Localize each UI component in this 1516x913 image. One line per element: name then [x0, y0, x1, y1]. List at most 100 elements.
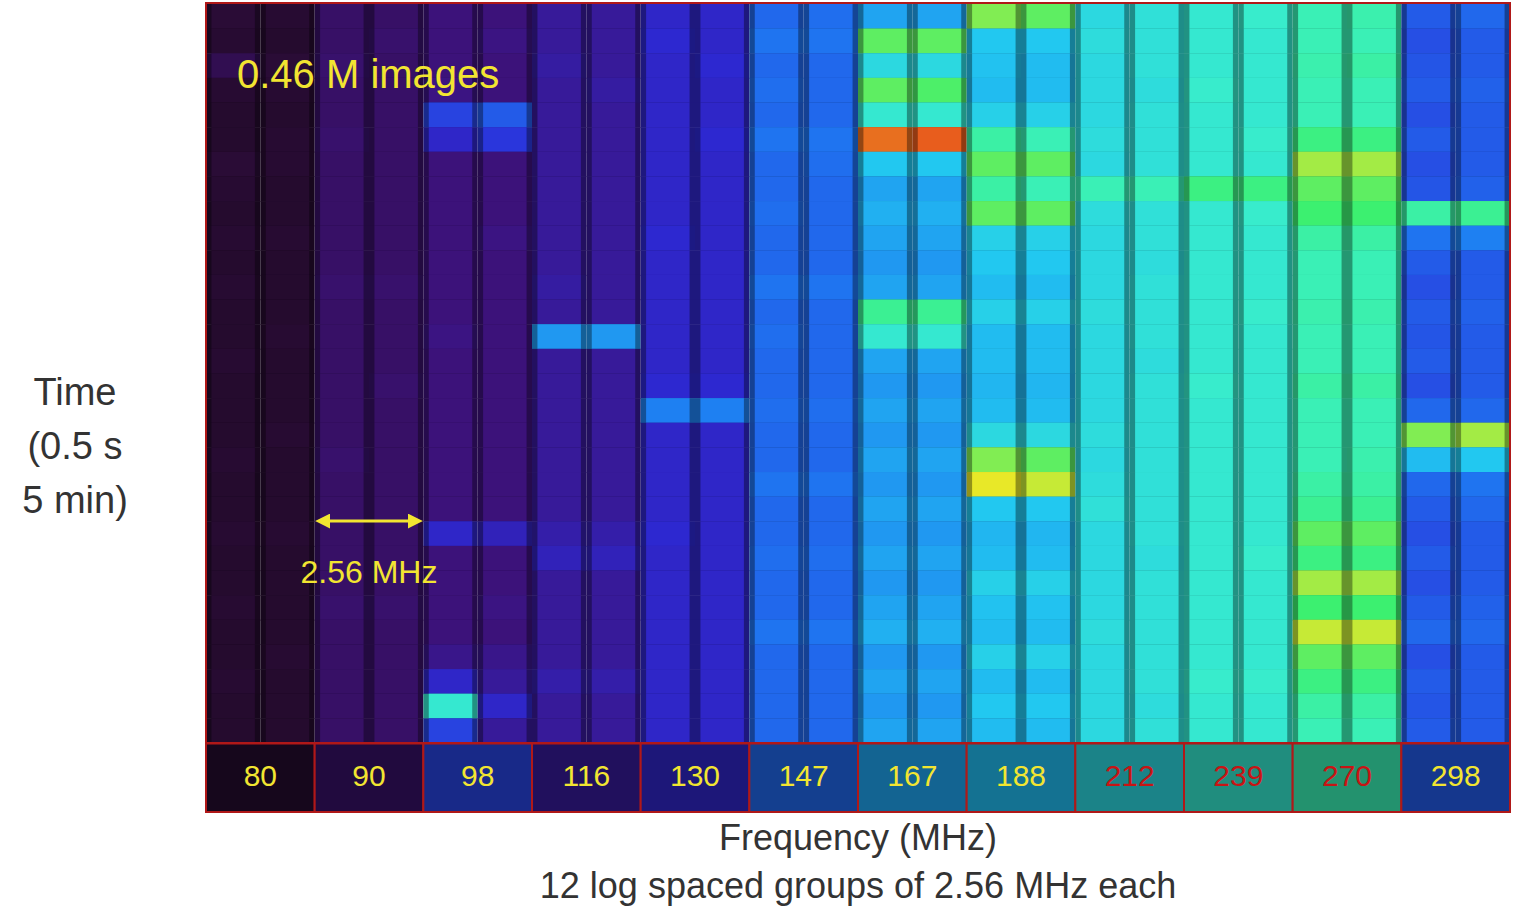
cell-edge	[369, 201, 423, 226]
cell	[646, 176, 689, 201]
cell-edge	[1347, 226, 1401, 251]
cell-edge	[1075, 250, 1129, 275]
cell	[592, 103, 635, 128]
cell-edge	[967, 127, 1021, 152]
cell-edge	[912, 29, 966, 54]
cell	[320, 250, 363, 275]
cell	[537, 472, 580, 497]
span-arrow	[323, 520, 416, 523]
cell	[918, 423, 961, 448]
cell-edge	[1021, 472, 1075, 497]
cell	[918, 718, 961, 743]
cell-edge	[912, 472, 966, 497]
cell	[755, 275, 798, 300]
cell-edge	[641, 103, 695, 128]
cell	[1461, 546, 1504, 571]
label-box	[423, 743, 532, 812]
cell	[1026, 669, 1069, 694]
cell-edge	[1293, 423, 1347, 448]
cell	[1189, 226, 1232, 251]
cell	[1244, 300, 1287, 325]
cell-edge	[423, 447, 477, 472]
cell	[429, 176, 472, 201]
cell-edge	[858, 275, 912, 300]
cell-edge	[315, 300, 369, 325]
cell	[700, 644, 743, 669]
cell-edge	[1347, 250, 1401, 275]
cell	[1461, 472, 1504, 497]
cell	[374, 718, 417, 743]
cell-edge	[695, 275, 749, 300]
cell	[537, 423, 580, 448]
cell	[592, 127, 635, 152]
tick-label: 147	[779, 759, 829, 792]
cell-edge	[206, 4, 260, 29]
cell-edge	[1456, 250, 1510, 275]
cell	[211, 595, 254, 620]
cell-edge	[1456, 103, 1510, 128]
cell	[1135, 694, 1178, 719]
cell	[1189, 250, 1232, 275]
cell	[211, 546, 254, 571]
cell-edge	[1238, 521, 1292, 546]
cell	[1189, 595, 1232, 620]
cell	[1026, 103, 1069, 128]
cell	[211, 669, 254, 694]
cell	[1135, 595, 1178, 620]
cell-edge	[695, 226, 749, 251]
cell-edge	[912, 275, 966, 300]
tick-label: 130	[670, 759, 720, 792]
cell-edge	[967, 644, 1021, 669]
cell	[320, 595, 363, 620]
y-axis-title: 5 min)	[22, 479, 128, 521]
cell	[1298, 398, 1341, 423]
cell-edge	[423, 398, 477, 423]
cell	[1407, 546, 1450, 571]
cell	[918, 53, 961, 78]
cell-edge	[586, 103, 640, 128]
cell	[1407, 250, 1450, 275]
cell-edge	[1075, 103, 1129, 128]
cell-edge	[1130, 349, 1184, 374]
cell-edge	[967, 152, 1021, 177]
cell	[1135, 349, 1178, 374]
cell	[1244, 423, 1287, 448]
cell-edge	[586, 571, 640, 596]
cell	[918, 127, 961, 152]
cell	[863, 201, 906, 226]
tick: 212	[1105, 743, 1155, 792]
cell	[809, 226, 852, 251]
cell-edge	[1075, 374, 1129, 399]
cell-edge	[1347, 521, 1401, 546]
cell	[1135, 152, 1178, 177]
cell	[1135, 78, 1178, 103]
cell-edge	[315, 374, 369, 399]
cell-edge	[1184, 718, 1238, 743]
cell-edge	[912, 595, 966, 620]
tick: 239	[1213, 743, 1263, 792]
cell-edge	[641, 694, 695, 719]
cell	[863, 4, 906, 29]
cell-edge	[586, 521, 640, 546]
cell	[1407, 718, 1450, 743]
cell-edge	[423, 300, 477, 325]
cell	[1407, 275, 1450, 300]
cell-edge	[260, 423, 314, 448]
cell-edge	[586, 620, 640, 645]
cell	[1407, 226, 1450, 251]
cell-edge	[315, 275, 369, 300]
cell-edge	[206, 423, 260, 448]
cell-edge	[1293, 694, 1347, 719]
cell	[320, 349, 363, 374]
cell-edge	[1130, 620, 1184, 645]
cell	[483, 152, 526, 177]
cell	[320, 694, 363, 719]
cell-edge	[586, 694, 640, 719]
cell	[266, 447, 309, 472]
cell-edge	[1293, 521, 1347, 546]
cell-edge	[912, 423, 966, 448]
cell	[863, 275, 906, 300]
cell	[1244, 176, 1287, 201]
cell-edge	[206, 398, 260, 423]
cell	[1298, 546, 1341, 571]
